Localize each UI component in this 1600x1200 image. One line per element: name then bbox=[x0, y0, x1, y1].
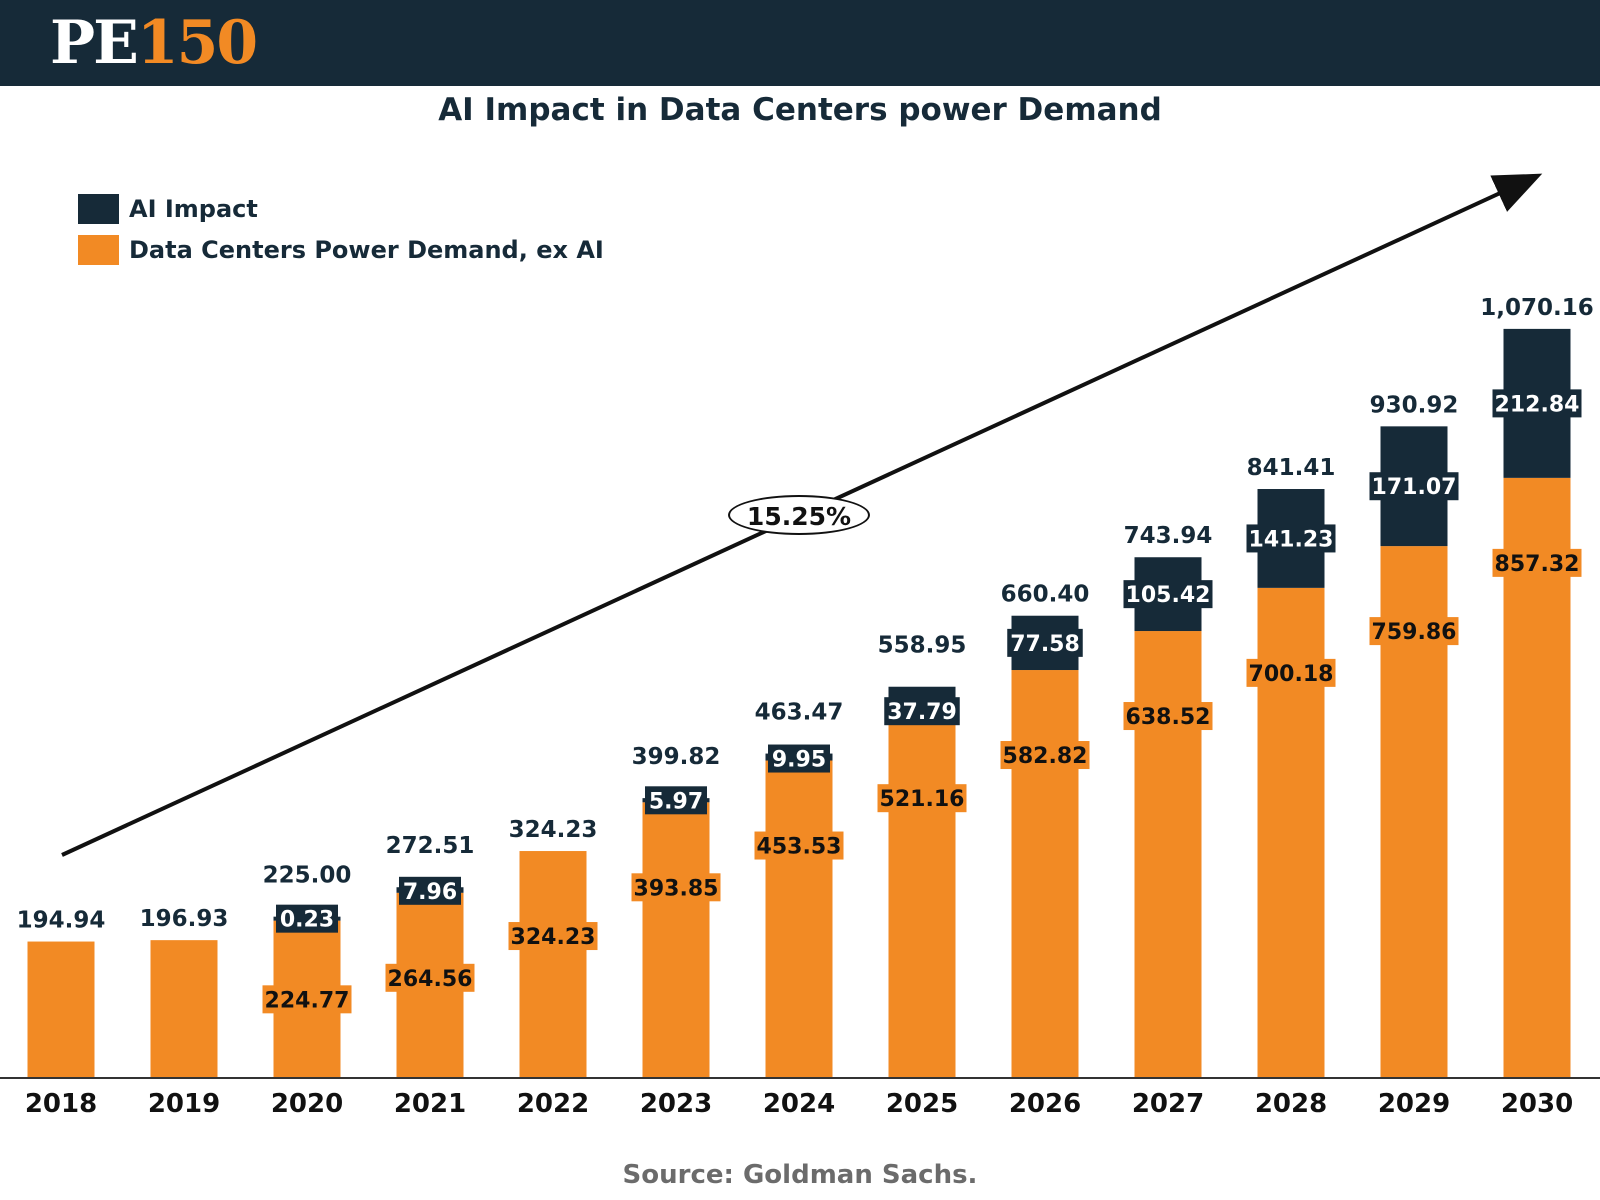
x-tick-2023: 2023 bbox=[640, 1089, 712, 1119]
x-tick-2025: 2025 bbox=[886, 1089, 958, 1119]
brand-logo: PE150 bbox=[50, 8, 258, 78]
label-ai-2026: 77.58 bbox=[1010, 632, 1080, 657]
label-total-2019: 196.93 bbox=[140, 906, 229, 932]
x-tick-2030: 2030 bbox=[1501, 1089, 1573, 1119]
label-total-2024: 463.47 bbox=[755, 700, 844, 726]
label-total-2029: 930.92 bbox=[1370, 392, 1459, 418]
legend-item-base: Data Centers Power Demand, ex AI bbox=[78, 233, 604, 267]
label-total-2028: 841.41 bbox=[1247, 455, 1336, 481]
label-ai-2021-bg bbox=[399, 876, 461, 905]
label-ai-2023: 5.97 bbox=[649, 789, 703, 814]
label-ai-2021: 7.96 bbox=[403, 880, 457, 905]
label-ai-2023-bg bbox=[645, 786, 707, 815]
label-ai-2027-bg bbox=[1123, 580, 1213, 609]
label-base-2020-bg bbox=[262, 985, 352, 1014]
label-base-2022: 324.23 bbox=[511, 925, 596, 950]
label-total-2030: 1,070.16 bbox=[1480, 295, 1594, 321]
logo-pe: PE bbox=[50, 8, 139, 78]
label-total-2021: 272.51 bbox=[386, 833, 475, 859]
bar-base-2025 bbox=[888, 713, 956, 1078]
label-total-2020: 225.00 bbox=[263, 863, 352, 889]
x-tick-2026: 2026 bbox=[1009, 1089, 1081, 1119]
label-ai-2020-bg bbox=[276, 904, 338, 933]
label-base-2024-bg bbox=[754, 831, 844, 860]
label-ai-2028: 141.23 bbox=[1249, 527, 1334, 552]
label-ai-2025: 37.79 bbox=[887, 700, 957, 725]
legend-swatch-ai bbox=[78, 194, 119, 224]
legend-swatch-base bbox=[78, 235, 119, 265]
label-total-2026: 660.40 bbox=[1001, 582, 1090, 608]
legend-label-base: Data Centers Power Demand, ex AI bbox=[129, 236, 604, 264]
label-total-2018: 194.94 bbox=[17, 908, 106, 934]
label-base-2027-bg bbox=[1123, 702, 1213, 731]
label-base-2028-bg bbox=[1246, 658, 1336, 687]
header-bar: PE150 bbox=[0, 0, 1600, 86]
x-tick-2027: 2027 bbox=[1132, 1089, 1204, 1119]
label-ai-2028-bg bbox=[1246, 524, 1336, 553]
label-ai-2025-bg bbox=[884, 697, 960, 726]
x-tick-2018: 2018 bbox=[25, 1089, 97, 1119]
label-base-2020: 224.77 bbox=[265, 988, 350, 1013]
x-tick-2029: 2029 bbox=[1378, 1089, 1450, 1119]
cagr-annotation: 15.25% bbox=[728, 495, 870, 535]
label-base-2029-bg bbox=[1369, 617, 1459, 646]
label-ai-2030: 212.84 bbox=[1495, 392, 1580, 417]
x-tick-2022: 2022 bbox=[517, 1089, 589, 1119]
label-base-2029: 759.86 bbox=[1372, 620, 1457, 645]
label-total-2023: 399.82 bbox=[632, 744, 721, 770]
label-base-2026: 582.82 bbox=[1003, 744, 1088, 769]
label-base-2024: 453.53 bbox=[757, 835, 842, 860]
bar-base-2018 bbox=[27, 941, 95, 1078]
x-tick-2028: 2028 bbox=[1255, 1089, 1327, 1119]
label-base-2028: 700.18 bbox=[1249, 662, 1334, 687]
x-tick-2020: 2020 bbox=[271, 1089, 343, 1119]
label-base-2021: 264.56 bbox=[388, 967, 473, 992]
chart-title: AI Impact in Data Centers power Demand bbox=[438, 92, 1162, 128]
label-ai-2024-bg bbox=[768, 744, 830, 773]
chart-legend: AI Impact Data Centers Power Demand, ex … bbox=[78, 192, 604, 274]
x-tick-2024: 2024 bbox=[763, 1089, 835, 1119]
bar-base-2023 bbox=[642, 802, 710, 1078]
legend-label-ai: AI Impact bbox=[129, 195, 258, 223]
logo-number: 150 bbox=[136, 8, 258, 78]
label-ai-2027: 105.42 bbox=[1126, 583, 1211, 608]
label-base-2027: 638.52 bbox=[1126, 705, 1211, 730]
bar-base-2026 bbox=[1011, 670, 1079, 1078]
label-base-2021-bg bbox=[385, 963, 475, 992]
label-base-2030: 857.32 bbox=[1495, 552, 1580, 577]
label-base-2023-bg bbox=[631, 873, 721, 902]
label-base-2022-bg bbox=[508, 922, 598, 951]
label-base-2025-bg bbox=[877, 784, 967, 813]
label-base-2023: 393.85 bbox=[634, 876, 719, 901]
label-ai-2020: 0.23 bbox=[280, 908, 334, 933]
label-total-2022: 324.23 bbox=[509, 817, 598, 843]
bar-base-2024 bbox=[765, 760, 833, 1078]
label-total-2027: 743.94 bbox=[1124, 523, 1213, 549]
bar-base-2019 bbox=[150, 940, 218, 1078]
label-ai-2029: 171.07 bbox=[1372, 475, 1457, 500]
label-ai-2024: 9.95 bbox=[772, 748, 826, 773]
bar-base-2022 bbox=[519, 851, 587, 1078]
x-tick-2019: 2019 bbox=[148, 1089, 220, 1119]
label-ai-2030-bg bbox=[1492, 389, 1582, 418]
source-note: Source: Goldman Sachs. bbox=[622, 1160, 978, 1190]
x-tick-2021: 2021 bbox=[394, 1089, 466, 1119]
legend-item-ai: AI Impact bbox=[78, 192, 604, 226]
label-base-2030-bg bbox=[1492, 548, 1582, 577]
label-ai-2026-bg bbox=[1007, 628, 1083, 657]
bar-base-2030 bbox=[1503, 477, 1571, 1079]
label-ai-2029-bg bbox=[1369, 472, 1459, 501]
label-base-2025: 521.16 bbox=[880, 787, 965, 812]
bar-base-2027 bbox=[1134, 631, 1202, 1078]
label-base-2026-bg bbox=[1000, 741, 1090, 770]
label-total-2025: 558.95 bbox=[878, 633, 967, 659]
